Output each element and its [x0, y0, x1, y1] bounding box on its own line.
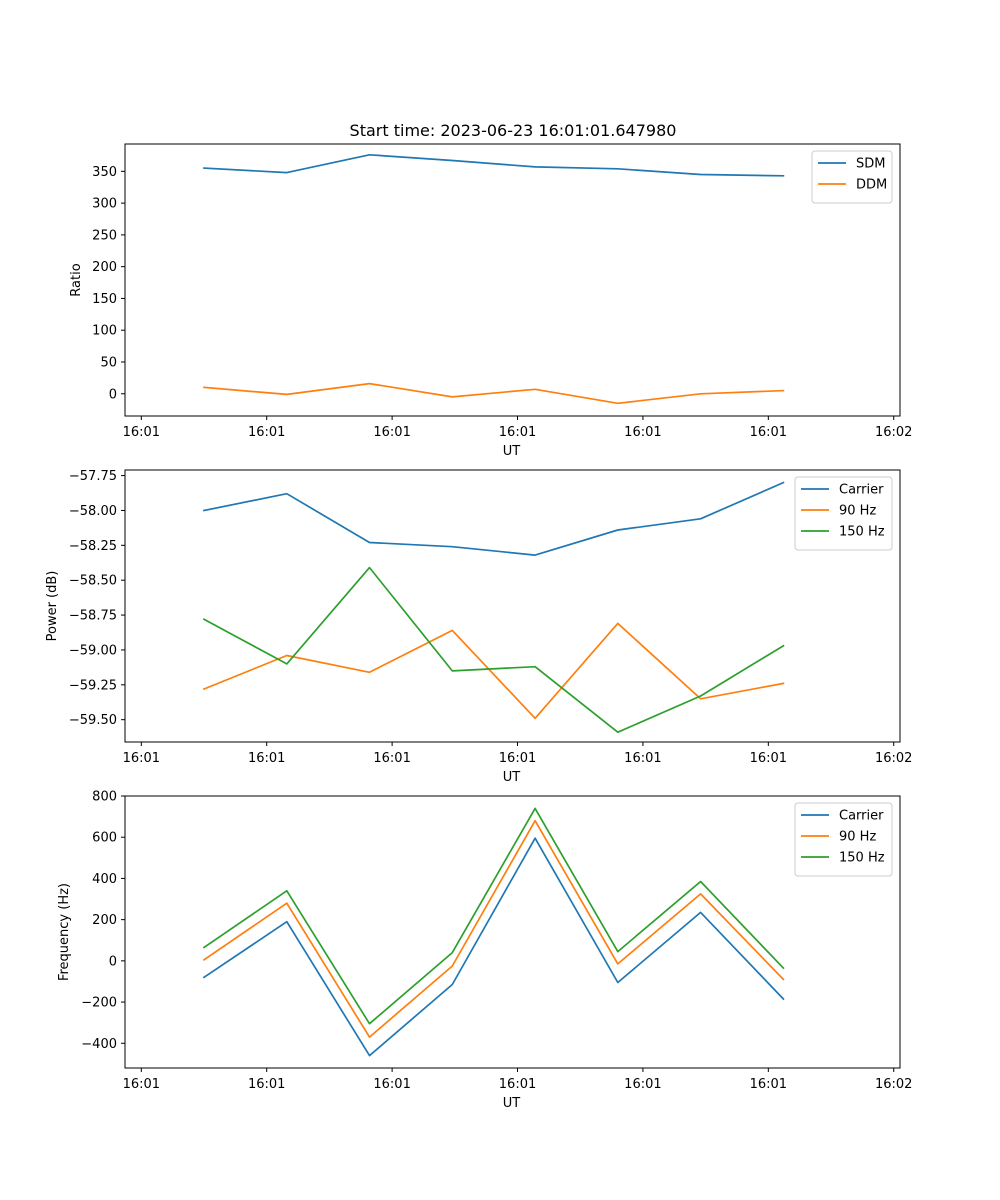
legend-label: Carrier: [839, 809, 884, 824]
legend: SDM DDM: [811, 150, 893, 204]
series-line-90-hz: [202, 819, 785, 1038]
y-tick-label: −200: [81, 996, 117, 1011]
x-tick-label: 16:01: [123, 1077, 160, 1092]
x-tick-label: 16:01: [373, 751, 410, 766]
x-tick-label: 16:02: [875, 751, 912, 766]
x-tick-label: 16:02: [875, 1077, 912, 1092]
y-tick-label: 300: [92, 197, 117, 212]
x-tick-label: 16:01: [123, 751, 160, 766]
legend-label: DDM: [856, 178, 887, 193]
series-line-90-hz: [202, 622, 785, 720]
y-tick-label: 50: [100, 355, 117, 370]
legend: Carrier 90 Hz 150 Hz: [794, 476, 893, 551]
y-axis-label: Ratio: [69, 263, 84, 296]
series-line-carrier: [202, 837, 785, 1057]
x-tick-label: 16:01: [248, 425, 285, 440]
x-tick-label: 16:01: [750, 1077, 787, 1092]
x-tick-label: 16:01: [750, 751, 787, 766]
y-tick-label: 200: [92, 260, 117, 275]
legend-box: [811, 150, 893, 204]
y-tick-label: −400: [81, 1037, 117, 1052]
legend-label: 90 Hz: [839, 830, 876, 845]
x-tick-label: 16:01: [499, 751, 536, 766]
chart-title: Start time: 2023-06-23 16:01:01.647980: [350, 121, 677, 140]
plot-frame: [124, 469, 901, 743]
chart-panel-1: 16:01 16:01 16:01 16:01 16:01 16:01 16:02 0 50 10…: [69, 143, 912, 459]
y-tick-label: 350: [92, 165, 117, 180]
chart-panel-3: 16:01 16:01 16:01 16:01 16:01 16:01 16:02 −400 −…: [57, 790, 912, 1112]
y-axis-label: Frequency (Hz): [57, 883, 72, 981]
series-line-150-hz: [202, 807, 785, 1025]
x-tick-label: 16:02: [875, 425, 912, 440]
y-tick-label: 0: [109, 387, 117, 402]
legend-label: Carrier: [839, 483, 884, 498]
y-tick-label: −58.00: [69, 504, 117, 519]
x-tick-label: 16:01: [750, 425, 787, 440]
x-axis-label: UT: [503, 1096, 521, 1111]
y-tick-label: −58.75: [69, 609, 117, 624]
y-tick-label: −57.75: [69, 469, 117, 484]
legend-label: 150 Hz: [839, 851, 885, 866]
y-tick-label: 150: [92, 292, 117, 307]
series-line-sdm: [203, 153, 785, 177]
y-tick-label: −58.50: [69, 574, 117, 589]
chart-panel-2: 16:01 16:01 16:01 16:01 16:01 16:01 16:02 −59.5…: [45, 469, 912, 785]
series-line-ddm: [203, 382, 785, 405]
legend: Carrier 90 Hz 150 Hz: [794, 802, 893, 877]
y-tick-label: 400: [92, 872, 117, 887]
x-tick-label: 16:01: [624, 1077, 661, 1092]
x-tick-label: 16:01: [499, 1077, 536, 1092]
x-tick-label: 16:01: [624, 751, 661, 766]
y-tick-label: 800: [92, 790, 117, 805]
series-line-carrier: [202, 481, 785, 556]
x-tick-label: 16:01: [499, 425, 536, 440]
x-tick-label: 16:01: [123, 425, 160, 440]
legend-label: SDM: [856, 157, 885, 172]
y-axis-label: Power (dB): [45, 571, 60, 642]
y-tick-label: −58.25: [69, 539, 117, 554]
series-line-150-hz: [202, 566, 785, 734]
x-axis-label: UT: [503, 770, 521, 785]
legend-label: 150 Hz: [839, 525, 885, 540]
plot-frame: [124, 143, 901, 417]
plot-frame: [124, 795, 901, 1069]
x-tick-label: 16:01: [373, 1077, 410, 1092]
x-tick-label: 16:01: [624, 425, 661, 440]
x-tick-label: 16:01: [373, 425, 410, 440]
y-tick-label: −59.50: [69, 713, 117, 728]
y-tick-label: 250: [92, 228, 117, 243]
x-tick-label: 16:01: [248, 1077, 285, 1092]
y-tick-label: −59.25: [69, 678, 117, 693]
y-tick-label: −59.00: [69, 643, 117, 658]
y-tick-label: 600: [92, 831, 117, 846]
x-tick-label: 16:01: [248, 751, 285, 766]
y-tick-label: 0: [109, 954, 117, 969]
x-axis-label: UT: [503, 444, 521, 459]
legend-label: 90 Hz: [839, 504, 876, 519]
y-tick-label: 200: [92, 913, 117, 928]
y-tick-label: 100: [92, 324, 117, 339]
